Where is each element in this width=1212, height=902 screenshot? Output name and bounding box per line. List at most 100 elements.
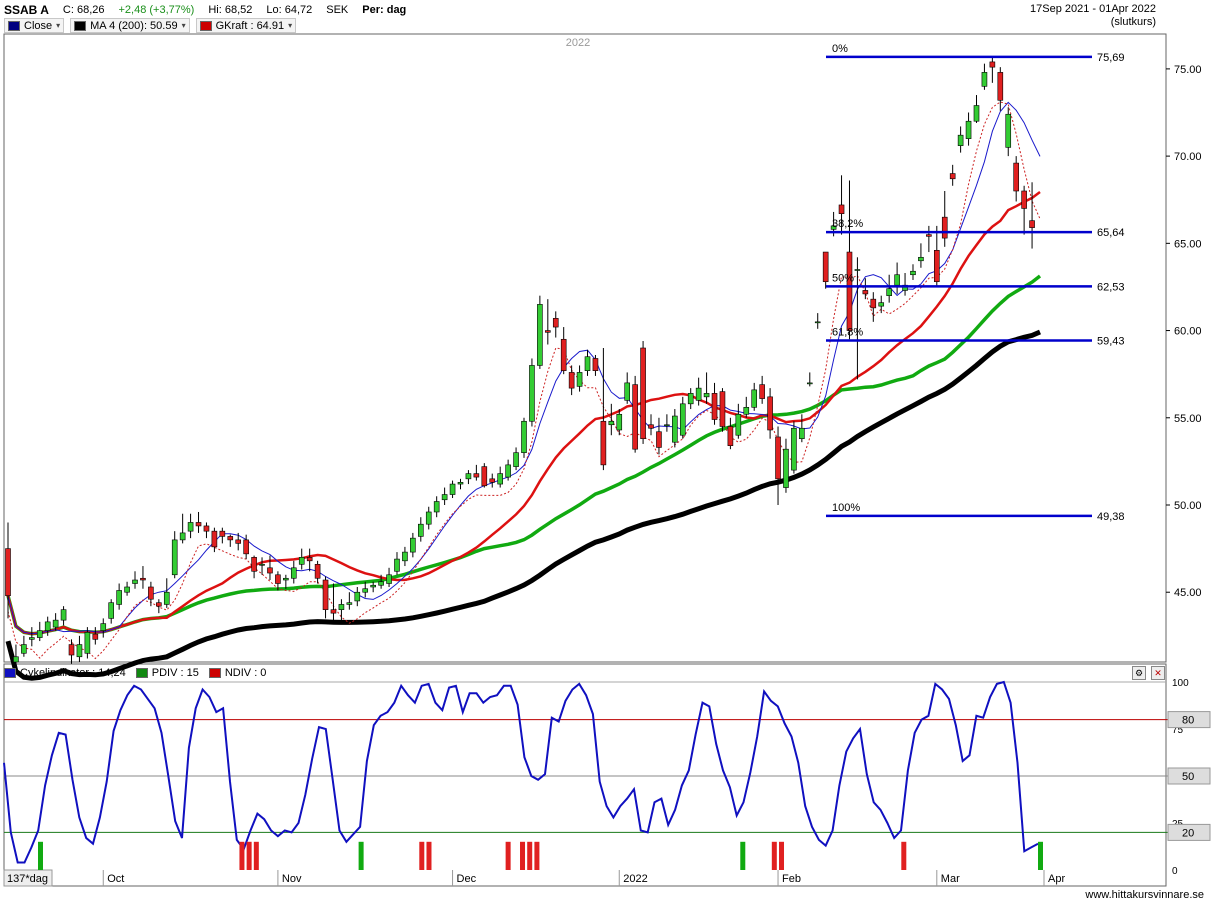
candle-up xyxy=(187,522,194,532)
y-tick-label: 60.00 xyxy=(1174,326,1202,338)
wrench-icon[interactable]: ⚙ xyxy=(1132,666,1146,680)
ndiv-swatch-icon xyxy=(208,668,221,678)
candle-up xyxy=(679,403,686,436)
candle-up xyxy=(354,591,361,602)
candle-up xyxy=(171,539,178,576)
ma-blue-line xyxy=(7,101,1041,635)
candle-up xyxy=(830,225,837,230)
candle-down xyxy=(632,384,638,450)
candle-up xyxy=(362,588,369,593)
candle-down xyxy=(148,586,154,600)
fib-level-label: 50% xyxy=(832,272,854,284)
candle-up xyxy=(124,586,130,593)
candle-up xyxy=(806,382,813,385)
candle-down xyxy=(314,564,321,579)
candle-down xyxy=(227,536,234,541)
candle-up xyxy=(465,473,472,480)
date-range-text: 17Sep 2021 - 01Apr 2022 xyxy=(1030,3,1156,15)
candle-up xyxy=(878,302,885,307)
candle-down xyxy=(92,633,99,640)
x-tick-label: Mar xyxy=(941,873,960,885)
pdiv-bar xyxy=(1038,841,1043,870)
candle-down xyxy=(933,250,940,283)
ndiv-bar xyxy=(505,841,511,870)
candle-up xyxy=(981,72,988,87)
candle-up xyxy=(179,532,186,541)
candle-up xyxy=(814,321,821,324)
candle-down xyxy=(941,216,948,239)
candle-up xyxy=(346,602,353,605)
candle-up xyxy=(370,584,376,588)
candle-down xyxy=(592,358,599,371)
indicator-y-tick-label: 100 xyxy=(1172,678,1189,689)
legend-ma-label: MA 4 (200): 50.59 xyxy=(90,19,178,32)
chevron-down-icon[interactable]: ▾ xyxy=(181,21,186,30)
price-panel xyxy=(3,33,1167,663)
candle-up xyxy=(386,574,392,584)
candle-down xyxy=(838,204,845,214)
pdiv-bar xyxy=(358,841,364,870)
indicator-level-label: 80 xyxy=(1182,715,1194,727)
fib-value-label: 49,38 xyxy=(1097,511,1125,523)
candle-down xyxy=(560,338,567,371)
stop-dotted-line xyxy=(7,101,1041,660)
candle-down xyxy=(251,557,257,572)
ma-red-line xyxy=(6,190,1041,635)
candle-up xyxy=(664,424,670,427)
candle-up xyxy=(29,637,35,640)
currency-label: SEK xyxy=(326,4,349,16)
candle-down xyxy=(219,530,226,537)
candle-up xyxy=(283,577,289,581)
candle-down xyxy=(306,557,313,562)
candle-down xyxy=(235,539,242,544)
candle-up xyxy=(672,415,678,443)
candle-up xyxy=(100,623,107,631)
footer-url[interactable]: www.hittakursvinnare.se xyxy=(1085,889,1204,901)
chevron-down-icon[interactable]: ▾ xyxy=(288,21,293,30)
candle-up xyxy=(624,382,631,401)
fib-value-label: 62,53 xyxy=(1097,281,1125,293)
candle-up xyxy=(513,452,519,467)
candle-up xyxy=(338,604,345,610)
legend-cykel: Cykelindikator : 14,24 xyxy=(4,667,126,679)
indicator-level-label: 50 xyxy=(1182,771,1194,783)
indicator-level-label: 20 xyxy=(1182,827,1194,839)
chevron-down-icon[interactable]: ▾ xyxy=(56,21,61,30)
legend-close[interactable]: Close ▾ xyxy=(4,18,65,33)
series-legend: Close ▾ MA 4 (200): 50.59 ▾ GKraft : 64.91… xyxy=(4,18,300,33)
candle-up xyxy=(13,656,19,663)
candle-up xyxy=(965,120,972,139)
y-tick-label: 50.00 xyxy=(1174,500,1202,512)
candle-up xyxy=(36,630,43,638)
chart-header: SSAB A C: 68,26 +2,48 (+3,77%) Hi: 68,52… xyxy=(0,0,1212,33)
candle-down xyxy=(767,396,773,431)
close-icon[interactable]: ✕ xyxy=(1151,666,1165,680)
x-tick-label: Oct xyxy=(107,873,124,885)
candle-up xyxy=(298,557,305,565)
candle-down xyxy=(1021,190,1027,209)
legend-gkraft[interactable]: GKraft : 64.91 ▾ xyxy=(195,18,297,33)
legend-ndiv: NDIV : 0 xyxy=(208,667,266,679)
candle-up xyxy=(402,551,408,562)
ndiv-bar xyxy=(239,841,245,870)
candle-down xyxy=(1029,220,1035,228)
legend-close-label: Close xyxy=(24,19,53,32)
candle-down xyxy=(203,525,210,532)
candle-down xyxy=(600,420,607,466)
indicator-legend: Cykelindikator : 14,24 PDIV : 15 NDIV : … xyxy=(4,667,266,679)
candle-up xyxy=(84,632,91,654)
candle-down xyxy=(656,431,662,448)
candle-up xyxy=(529,365,535,422)
y-tick-label: 55.00 xyxy=(1174,413,1202,425)
x-tick-label: Dec xyxy=(457,873,477,885)
ndiv-bar xyxy=(419,841,425,870)
candle-down xyxy=(846,251,853,331)
candle-down xyxy=(727,426,734,446)
candle-up xyxy=(735,413,742,436)
candle-up xyxy=(910,270,916,276)
candle-up xyxy=(52,619,59,628)
candle-up xyxy=(894,274,900,286)
legend-ma[interactable]: MA 4 (200): 50.59 ▾ xyxy=(70,18,190,33)
ndiv-bar xyxy=(520,841,526,870)
